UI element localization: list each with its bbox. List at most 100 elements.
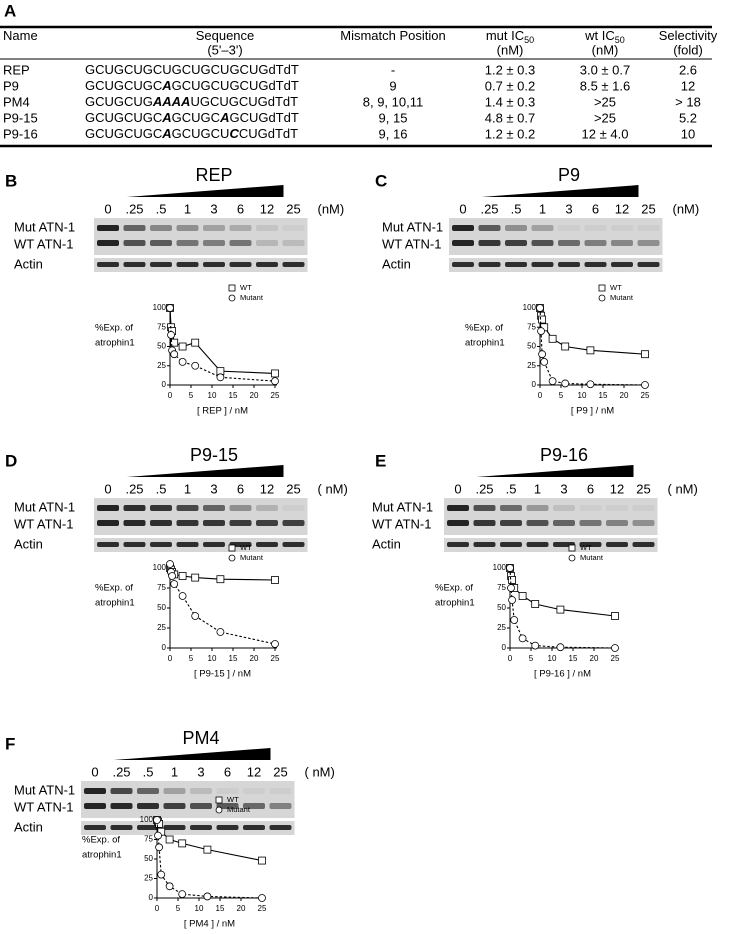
header-text: mut IC — [486, 28, 524, 43]
legend-label: WT — [240, 543, 252, 552]
actin-band — [229, 262, 252, 267]
data-point — [203, 845, 212, 854]
unit-label: (nM) — [318, 201, 345, 216]
actin-band — [97, 262, 119, 267]
panel-label: E — [375, 451, 386, 470]
data-point — [556, 643, 565, 652]
blot-band — [110, 788, 133, 794]
lane-label: 3 — [560, 481, 567, 496]
lane-label: .25 — [125, 201, 143, 216]
x-tick-label: 25 — [641, 391, 650, 400]
header-cell: Mismatch Position — [340, 28, 445, 43]
data-point — [508, 576, 517, 584]
actin-band — [123, 262, 146, 267]
lane-label: .25 — [112, 764, 130, 779]
data-point — [157, 870, 166, 879]
lane-label: 1 — [184, 201, 191, 216]
blot-band — [584, 240, 607, 246]
actin-band — [558, 262, 580, 267]
data-point — [538, 315, 546, 324]
data-point — [165, 882, 174, 891]
blot-band — [526, 505, 549, 511]
blot-band — [84, 803, 106, 809]
x-tick-label: 10 — [548, 654, 557, 663]
blot-band — [632, 505, 655, 511]
table-cell: REP — [3, 62, 30, 77]
sequence-part: GCUGdTdT — [229, 110, 298, 125]
dose-title: REP — [195, 165, 232, 185]
blot-band — [216, 788, 239, 794]
lane-label: .25 — [125, 481, 143, 496]
table-cell: 9 — [389, 78, 396, 93]
x-tick-label: 15 — [599, 391, 608, 400]
lane-label: 12 — [260, 481, 274, 496]
blot-band — [97, 240, 119, 246]
legend-label: Mutant — [227, 805, 251, 814]
data-point — [178, 890, 187, 898]
sequence-part: GCUGCUG — [85, 94, 153, 109]
actin-band — [282, 262, 305, 267]
lane-label: 3 — [210, 481, 217, 496]
blot-band — [256, 240, 278, 246]
dose-title: PM4 — [182, 728, 219, 748]
header-unit: (5'–3') — [207, 42, 242, 57]
data-point — [271, 640, 279, 648]
blot-band — [256, 505, 278, 511]
blot-band — [216, 803, 239, 809]
y-axis-label: %Exp. of — [95, 323, 133, 334]
data-point — [170, 338, 179, 347]
x-axis-label: [ P9 ] / nM — [571, 406, 614, 417]
sequence: GCUGCUGAAAAUGCUGCUGdTdT — [85, 94, 298, 109]
sequence-part: GCUGC — [172, 110, 220, 125]
data-point — [561, 342, 570, 351]
protein-label: WT ATN-1 — [14, 236, 73, 251]
table-cell: 8, 9, 10,11 — [363, 94, 423, 109]
lane-label: 1 — [171, 764, 178, 779]
data-point — [166, 560, 174, 568]
x-tick-label: 0 — [538, 391, 543, 400]
actin-band — [606, 542, 628, 547]
data-point — [641, 350, 649, 359]
blot-band — [269, 803, 292, 809]
lane-label: .5 — [506, 481, 517, 496]
data-point — [540, 357, 549, 366]
protein-label: Mut ATN-1 — [14, 499, 75, 514]
blot-band — [637, 225, 660, 231]
y-tick-label: 100 — [153, 563, 167, 572]
data-point — [641, 381, 649, 389]
blot-band — [256, 225, 278, 231]
lane-label: 3 — [210, 201, 217, 216]
data-point — [548, 377, 557, 386]
blot-band — [229, 225, 252, 231]
blot — [444, 498, 658, 535]
x-tick-label: 5 — [529, 654, 534, 663]
lane-label: 12 — [610, 481, 624, 496]
actin-band — [97, 542, 119, 547]
actin-band — [216, 825, 239, 830]
lane-label: .25 — [480, 201, 498, 216]
table-cell: 8.5 ± 1.6 — [580, 78, 631, 93]
header-cell: Name — [3, 28, 38, 43]
data-point — [178, 592, 187, 600]
blot-band — [269, 788, 292, 794]
lane-label: 1 — [534, 481, 541, 496]
actin-band — [478, 262, 501, 267]
data-point — [586, 346, 595, 355]
actin-blot — [94, 258, 308, 272]
table-cell: 5.2 — [679, 110, 697, 125]
table-cell: 2.6 — [679, 62, 697, 77]
header-text: Name — [3, 28, 38, 43]
blot-band — [123, 520, 146, 526]
blot-band — [473, 505, 496, 511]
unit-label: ( nM) — [305, 764, 335, 779]
lane-label: 0 — [459, 201, 466, 216]
lane-label: .5 — [511, 201, 522, 216]
x-tick-label: 20 — [250, 654, 259, 663]
blot-band — [473, 520, 496, 526]
blot-band — [553, 505, 575, 511]
legend-marker — [215, 796, 223, 804]
y-tick-label: 25 — [527, 361, 536, 370]
actin-band — [632, 542, 655, 547]
blot-band — [500, 505, 522, 511]
actin-band — [150, 542, 172, 547]
